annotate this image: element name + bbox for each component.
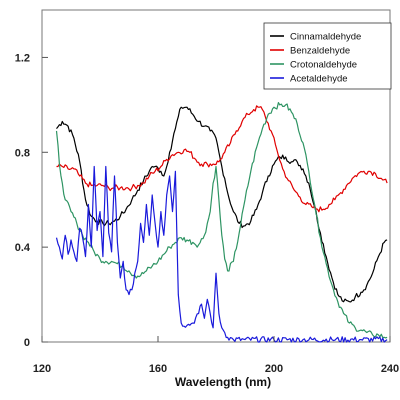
plot-frame — [41, 9, 391, 343]
y-tick-label: 0.8 — [15, 147, 30, 159]
legend-label: Crotonaldehyde — [290, 60, 357, 71]
series-line-cinnamaldehyde — [56, 106, 388, 303]
y-tick-label: 0.4 — [15, 242, 31, 254]
x-tick-label: 200 — [265, 363, 283, 375]
x-tick-label: 240 — [381, 363, 399, 375]
legend-items: Cinnamaldehyde Benzaldehyde Crotonaldehyde… — [270, 32, 361, 85]
series-line-crotonaldehyde — [55, 102, 388, 339]
series-line-acetaldehyde — [55, 165, 388, 343]
series-line-benzaldehyde — [56, 105, 388, 213]
y-tick-label: 0 — [24, 337, 30, 349]
plot-area-border — [41, 9, 391, 343]
legend: Cinnamaldehyde Benzaldehyde Crotonaldehyde… — [263, 22, 392, 90]
y-tick-label: 1.2 — [15, 52, 30, 64]
x-axis-title: Wavelength (nm) — [175, 375, 271, 389]
legend-label: Acetaldehyde — [290, 74, 348, 85]
series-layer — [55, 102, 388, 343]
x-tick-label: 160 — [149, 363, 167, 375]
legend-label: Cinnamaldehyde — [290, 32, 361, 43]
x-tick-label: 120 — [33, 363, 51, 375]
legend-label: Benzaldehyde — [290, 46, 350, 57]
legend-box — [263, 22, 392, 90]
axis-layer: 120 160 200 240 0 0.4 0.8 1.2 — [15, 52, 399, 375]
